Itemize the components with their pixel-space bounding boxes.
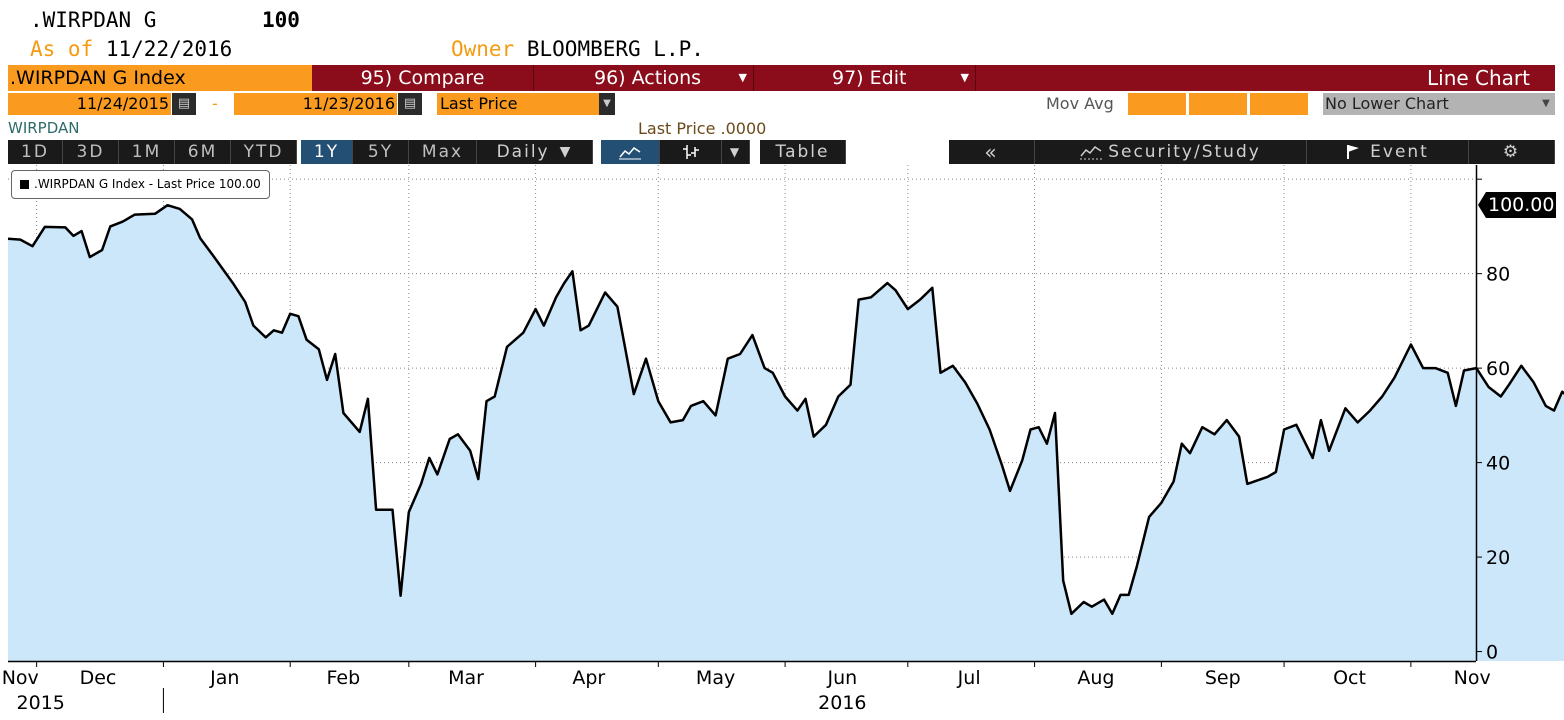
x-tick-label: Mar: [448, 667, 484, 689]
compare-button[interactable]: 95) Compare: [312, 65, 534, 91]
y-tick-label: 40: [1486, 453, 1510, 475]
legend-text: .WIRPDAN G Index - Last Price 100.00: [34, 177, 261, 191]
x-tick-label: Nov: [1454, 667, 1491, 689]
timeframe-1d[interactable]: 1D: [8, 140, 63, 164]
study-icon: [1080, 146, 1103, 160]
mov-avg-input-2[interactable]: [1189, 93, 1247, 115]
actions-label: 96) Actions: [594, 67, 702, 89]
mov-avg-input-3[interactable]: [1250, 93, 1308, 115]
last-price-text: Last Price .0000: [638, 119, 767, 138]
owner-label: Owner: [451, 37, 515, 61]
timeframe-3d[interactable]: 3D: [63, 140, 119, 164]
y-tick-label: 80: [1486, 264, 1510, 286]
security-study-button[interactable]: Security/Study: [1035, 140, 1307, 164]
line-chart-icon[interactable]: [601, 140, 660, 164]
timeframe-ytd[interactable]: YTD: [231, 140, 297, 164]
ticker-name: .WIRPDAN G: [30, 8, 157, 32]
chevron-down-icon[interactable]: ▼: [599, 93, 615, 115]
calendar-icon[interactable]: ▤: [172, 93, 196, 115]
timeframe-max[interactable]: Max: [409, 140, 477, 164]
chevron-down-icon: ▼: [559, 144, 573, 160]
x-year-label: 2015: [17, 692, 65, 714]
axis-labels: 0 20 40 60 80 Nov Dec Jan Feb Mar Apr May Jun Jul Aug S…: [2, 264, 1510, 714]
ticker-title: .WIRPDAN G: [30, 8, 156, 32]
y-tick-label: 0: [1486, 642, 1498, 664]
timeframe-5y[interactable]: 5Y: [353, 140, 409, 164]
as-of-label: As of: [30, 37, 94, 61]
price-area: [8, 205, 1564, 661]
timeframe-1m[interactable]: 1M: [119, 140, 175, 164]
owner-name: BLOOMBERG L.P.: [526, 37, 704, 61]
x-tick-label: Nov: [2, 667, 39, 689]
mov-avg-label: Mov Avg: [1046, 94, 1114, 113]
table-button[interactable]: Table: [760, 140, 846, 164]
gear-icon[interactable]: ⚙: [1469, 140, 1555, 164]
flag-icon: [1347, 145, 1360, 159]
price-line: [7, 203, 1564, 616]
chevron-down-icon[interactable]: ▼: [1537, 93, 1555, 115]
frequency-label: Daily: [496, 142, 550, 162]
mov-avg-input-1[interactable]: [1128, 93, 1186, 115]
date-separator: -: [212, 94, 218, 113]
timeframe-6m[interactable]: 6M: [175, 140, 231, 164]
x-tick-label: Apr: [572, 667, 605, 689]
x-tick-label: Jan: [209, 667, 239, 689]
edit-label: 97) Edit: [832, 67, 907, 89]
x-tick-label: May: [696, 667, 735, 689]
axes: [8, 165, 1482, 713]
x-tick-label: Aug: [1077, 667, 1114, 689]
calendar-icon[interactable]: ▤: [398, 93, 422, 115]
edit-menu[interactable]: 97) Edit ▼: [754, 65, 976, 91]
owner-line: Owner BLOOMBERG L.P.: [451, 37, 704, 61]
collapse-icon[interactable]: «: [949, 140, 1035, 164]
x-tick-label: Jun: [827, 667, 858, 689]
actions-menu[interactable]: 96) Actions ▼: [534, 65, 754, 91]
chevron-down-icon: ▼: [960, 71, 969, 84]
x-tick-label: Sep: [1205, 667, 1241, 689]
field-select[interactable]: Last Price: [437, 93, 599, 115]
event-label: Event: [1370, 142, 1429, 162]
as-of-date: 11/22/2016: [105, 37, 233, 61]
chart-type-label[interactable]: Line Chart: [1427, 66, 1530, 90]
x-tick-label: Jul: [957, 667, 981, 689]
chart-legend: .WIRPDAN G Index - Last Price 100.00: [11, 170, 270, 199]
x-tick-label: Dec: [80, 667, 117, 689]
legend-swatch: [20, 180, 29, 189]
last-value-label: 100.00: [1488, 194, 1555, 216]
security-field[interactable]: .WIRPDAN G Index: [8, 65, 312, 91]
ticker-value: 100: [262, 8, 300, 32]
as-of-line: As of 11/22/2016: [30, 37, 232, 61]
short-name: WIRPDAN: [8, 119, 80, 137]
chevron-down-icon[interactable]: ▼: [722, 140, 750, 164]
frequency-select[interactable]: Daily ▼: [477, 140, 593, 164]
end-date-input[interactable]: 11/23/2016: [234, 93, 397, 115]
event-button[interactable]: Event: [1307, 140, 1469, 164]
lower-chart-select[interactable]: No Lower Chart: [1323, 93, 1537, 115]
security-study-label: Security/Study: [1108, 142, 1261, 162]
x-tick-label: Feb: [327, 667, 361, 689]
ohlc-bar-icon[interactable]: [660, 140, 722, 164]
x-year-label: 2016: [818, 692, 866, 714]
y-tick-label: 20: [1486, 547, 1510, 569]
y-tick-label: 60: [1486, 358, 1510, 380]
chevron-down-icon: ▼: [738, 71, 747, 84]
timeframe-1y[interactable]: 1Y: [301, 140, 353, 164]
x-tick-label: Oct: [1333, 667, 1366, 689]
start-date-input[interactable]: 11/24/2015: [8, 93, 171, 115]
